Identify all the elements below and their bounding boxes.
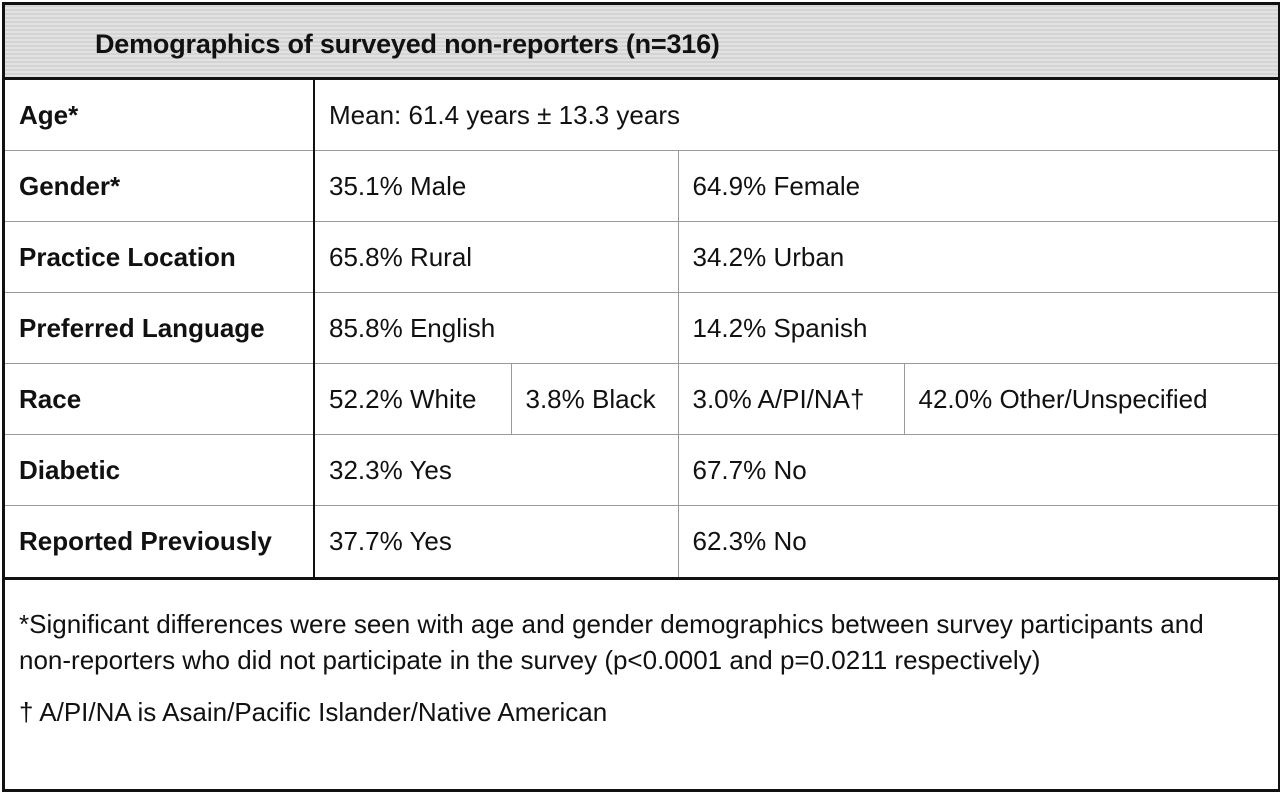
demographics-table: Age* Mean: 61.4 years ± 13.3 years Gende… — [5, 80, 1279, 580]
cell-race-white: 52.2% White — [313, 363, 512, 435]
cell-gender-female: 64.9% Female — [677, 150, 1279, 222]
row-label-gender: Gender* — [5, 150, 315, 222]
table-row-practice-location: Practice Location 65.8% Rural 34.2% Urba… — [5, 221, 1279, 293]
table-row-age: Age* Mean: 61.4 years ± 13.3 years — [5, 80, 1279, 151]
cell-reported-no: 62.3% No — [677, 505, 1279, 580]
row-label-diabetic: Diabetic — [5, 434, 315, 506]
table-row-diabetic: Diabetic 32.3% Yes 67.7% No — [5, 434, 1279, 506]
row-label-practice-location: Practice Location — [5, 221, 315, 293]
table-row-race: Race 52.2% White 3.8% Black 3.0% A/PI/NA… — [5, 363, 1279, 435]
cell-diabetic-yes: 32.3% Yes — [313, 434, 679, 506]
table-row-reported-previously: Reported Previously 37.7% Yes 62.3% No — [5, 505, 1279, 580]
title-bar: Demographics of surveyed non-reporters (… — [5, 5, 1278, 80]
row-label-race: Race — [5, 363, 315, 435]
footnote-abbreviation: † A/PI/NA is Asain/Pacific Islander/Nati… — [19, 697, 608, 727]
cell-age-mean: Mean: 61.4 years ± 13.3 years — [313, 80, 1279, 151]
cell-location-rural: 65.8% Rural — [313, 221, 679, 293]
cell-race-black: 3.8% Black — [510, 363, 679, 435]
cell-race-apina: 3.0% A/PI/NA† — [677, 363, 905, 435]
footnotes: *Significant differences were seen with … — [19, 606, 1259, 730]
cell-gender-male: 35.1% Male — [313, 150, 679, 222]
table-row-gender: Gender* 35.1% Male 64.9% Female — [5, 150, 1279, 222]
cell-reported-yes: 37.7% Yes — [313, 505, 679, 580]
row-label-preferred-language: Preferred Language — [5, 292, 315, 364]
table-title: Demographics of surveyed non-reporters (… — [95, 29, 720, 59]
row-label-reported-previously: Reported Previously — [5, 505, 315, 580]
cell-race-other: 42.0% Other/Unspecified — [903, 363, 1279, 435]
footnote-significance: *Significant differences were seen with … — [19, 609, 1204, 675]
table-row-preferred-language: Preferred Language 85.8% English 14.2% S… — [5, 292, 1279, 364]
cell-diabetic-no: 67.7% No — [677, 434, 1279, 506]
row-label-age: Age* — [5, 80, 315, 151]
cell-language-english: 85.8% English — [313, 292, 679, 364]
cell-location-urban: 34.2% Urban — [677, 221, 1279, 293]
cell-language-spanish: 14.2% Spanish — [677, 292, 1279, 364]
